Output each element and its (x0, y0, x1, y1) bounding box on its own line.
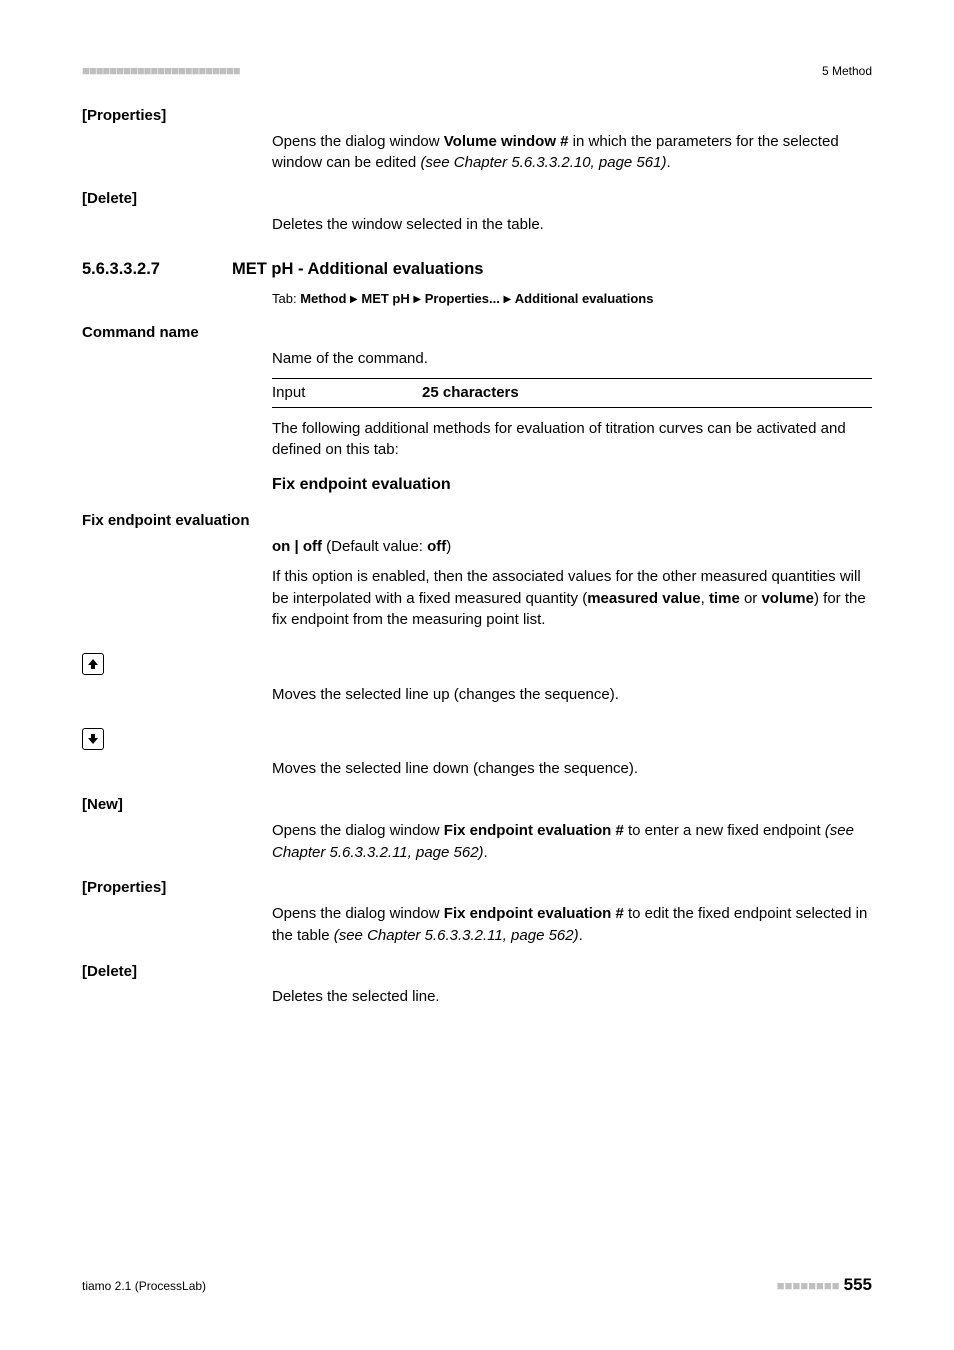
txt: Opens the dialog window (272, 822, 444, 839)
txt: If this option is enabled, then the asso… (272, 566, 872, 631)
chevron-right-icon: ▶ (503, 294, 511, 305)
input-spec-row: Input 25 characters (272, 378, 872, 408)
heading-title: MET pH - Additional evaluations (232, 258, 483, 282)
txt: . (579, 927, 583, 944)
txt: . (666, 154, 670, 171)
txt: Tab: (272, 291, 300, 306)
body-new: Opens the dialog window Fix endpoint eva… (272, 820, 872, 864)
txt-bold: Fix endpoint evaluation # (444, 822, 624, 839)
crumb: Additional evaluations (515, 291, 654, 306)
arrow-down-icon (82, 728, 104, 750)
crumb: Properties... (425, 291, 500, 306)
chevron-right-icon: ▶ (413, 294, 421, 305)
body-fix-endpoint: on | off (Default value: off) If this op… (272, 536, 872, 631)
entry-move-up: Moves the selected line up (changes the … (82, 639, 872, 706)
footer-rule: ■■■■■■■■ (777, 1278, 840, 1293)
txt-ital: (see Chapter 5.6.3.3.2.11, page 562) (334, 927, 579, 944)
txt-bold: measured value (587, 590, 700, 607)
body-move-up: Moves the selected line up (changes the … (272, 684, 872, 706)
txt-bold: time (709, 590, 740, 607)
footer-left: tiamo 2.1 (ProcessLab) (82, 1278, 206, 1295)
txt-bold: Fix endpoint evaluation # (444, 905, 624, 922)
entry-properties-1: [Properties] Opens the dialog window Vol… (82, 105, 872, 174)
txt: ) (446, 538, 451, 555)
txt: or (740, 590, 762, 607)
label-command-name: Command name (82, 322, 872, 344)
body-command-name: Name of the command. Input 25 characters… (272, 348, 872, 496)
page-footer: tiamo 2.1 (ProcessLab) ■■■■■■■■ 555 (82, 1273, 872, 1298)
entry-properties-2: [Properties] Opens the dialog window Fix… (82, 877, 872, 946)
txt-bold: Volume window # (444, 133, 569, 150)
txt-ital: (see Chapter 5.6.3.3.2.10, page 561) (420, 154, 666, 171)
header-chapter: 5 Method (822, 63, 872, 80)
header-rule: ■■■■■■■■■■■■■■■■■■■■■■■ (82, 62, 240, 81)
footer-right: ■■■■■■■■ 555 (777, 1273, 872, 1298)
entry-move-down: Moves the selected line down (changes th… (82, 714, 872, 781)
label-fix-endpoint: Fix endpoint evaluation (82, 510, 872, 532)
entry-new: [New] Opens the dialog window Fix endpoi… (82, 794, 872, 863)
txt-bold: off (427, 538, 446, 555)
chevron-right-icon: ▶ (350, 294, 358, 305)
txt-bold: on | off (272, 538, 322, 555)
txt: Opens the dialog window (272, 133, 444, 150)
arrow-up-icon (82, 653, 104, 675)
input-spec-value: 25 characters (422, 382, 519, 404)
txt: . (484, 844, 488, 861)
input-spec-label: Input (272, 382, 422, 404)
label-delete-2: [Delete] (82, 961, 872, 983)
body-properties-2: Opens the dialog window Fix endpoint eva… (272, 903, 872, 947)
label-properties-2: [Properties] (82, 877, 872, 899)
page-header: ■■■■■■■■■■■■■■■■■■■■■■■ 5 Method (82, 62, 872, 81)
label-delete-1: [Delete] (82, 188, 872, 210)
body-properties-1: Opens the dialog window Volume window # … (272, 131, 872, 175)
crumb: MET pH (361, 291, 409, 306)
entry-delete-2: [Delete] Deletes the selected line. (82, 961, 872, 1009)
entry-delete-1: [Delete] Deletes the window selected in … (82, 188, 872, 236)
heading-number: 5.6.3.3.2.7 (82, 258, 232, 282)
txt: to enter a new fixed endpoint (624, 822, 825, 839)
txt: Name of the command. (272, 348, 872, 370)
entry-fix-endpoint: Fix endpoint evaluation on | off (Defaul… (82, 510, 872, 631)
body-move-down: Moves the selected line down (changes th… (272, 758, 872, 780)
default-line: on | off (Default value: off) (272, 536, 872, 558)
txt: Opens the dialog window (272, 905, 444, 922)
label-new: [New] (82, 794, 872, 816)
body-delete-2: Deletes the selected line. (272, 986, 872, 1008)
body-delete-1: Deletes the window selected in the table… (272, 214, 872, 236)
tab-path: Tab: Method ▶ MET pH ▶ Properties... ▶ A… (272, 290, 872, 309)
crumb: Method (300, 291, 346, 306)
txt: The following additional methods for eva… (272, 418, 872, 462)
txt: (Default value: (322, 538, 427, 555)
txt-bold: volume (761, 590, 814, 607)
page-number: 555 (844, 1275, 872, 1294)
label-properties-1: [Properties] (82, 105, 872, 127)
entry-command-name: Command name Name of the command. Input … (82, 322, 872, 496)
txt: , (701, 590, 709, 607)
heading-5-6-3-3-2-7: 5.6.3.3.2.7 MET pH - Additional evaluati… (82, 258, 872, 282)
subheading-fix-endpoint: Fix endpoint evaluation (272, 473, 872, 496)
